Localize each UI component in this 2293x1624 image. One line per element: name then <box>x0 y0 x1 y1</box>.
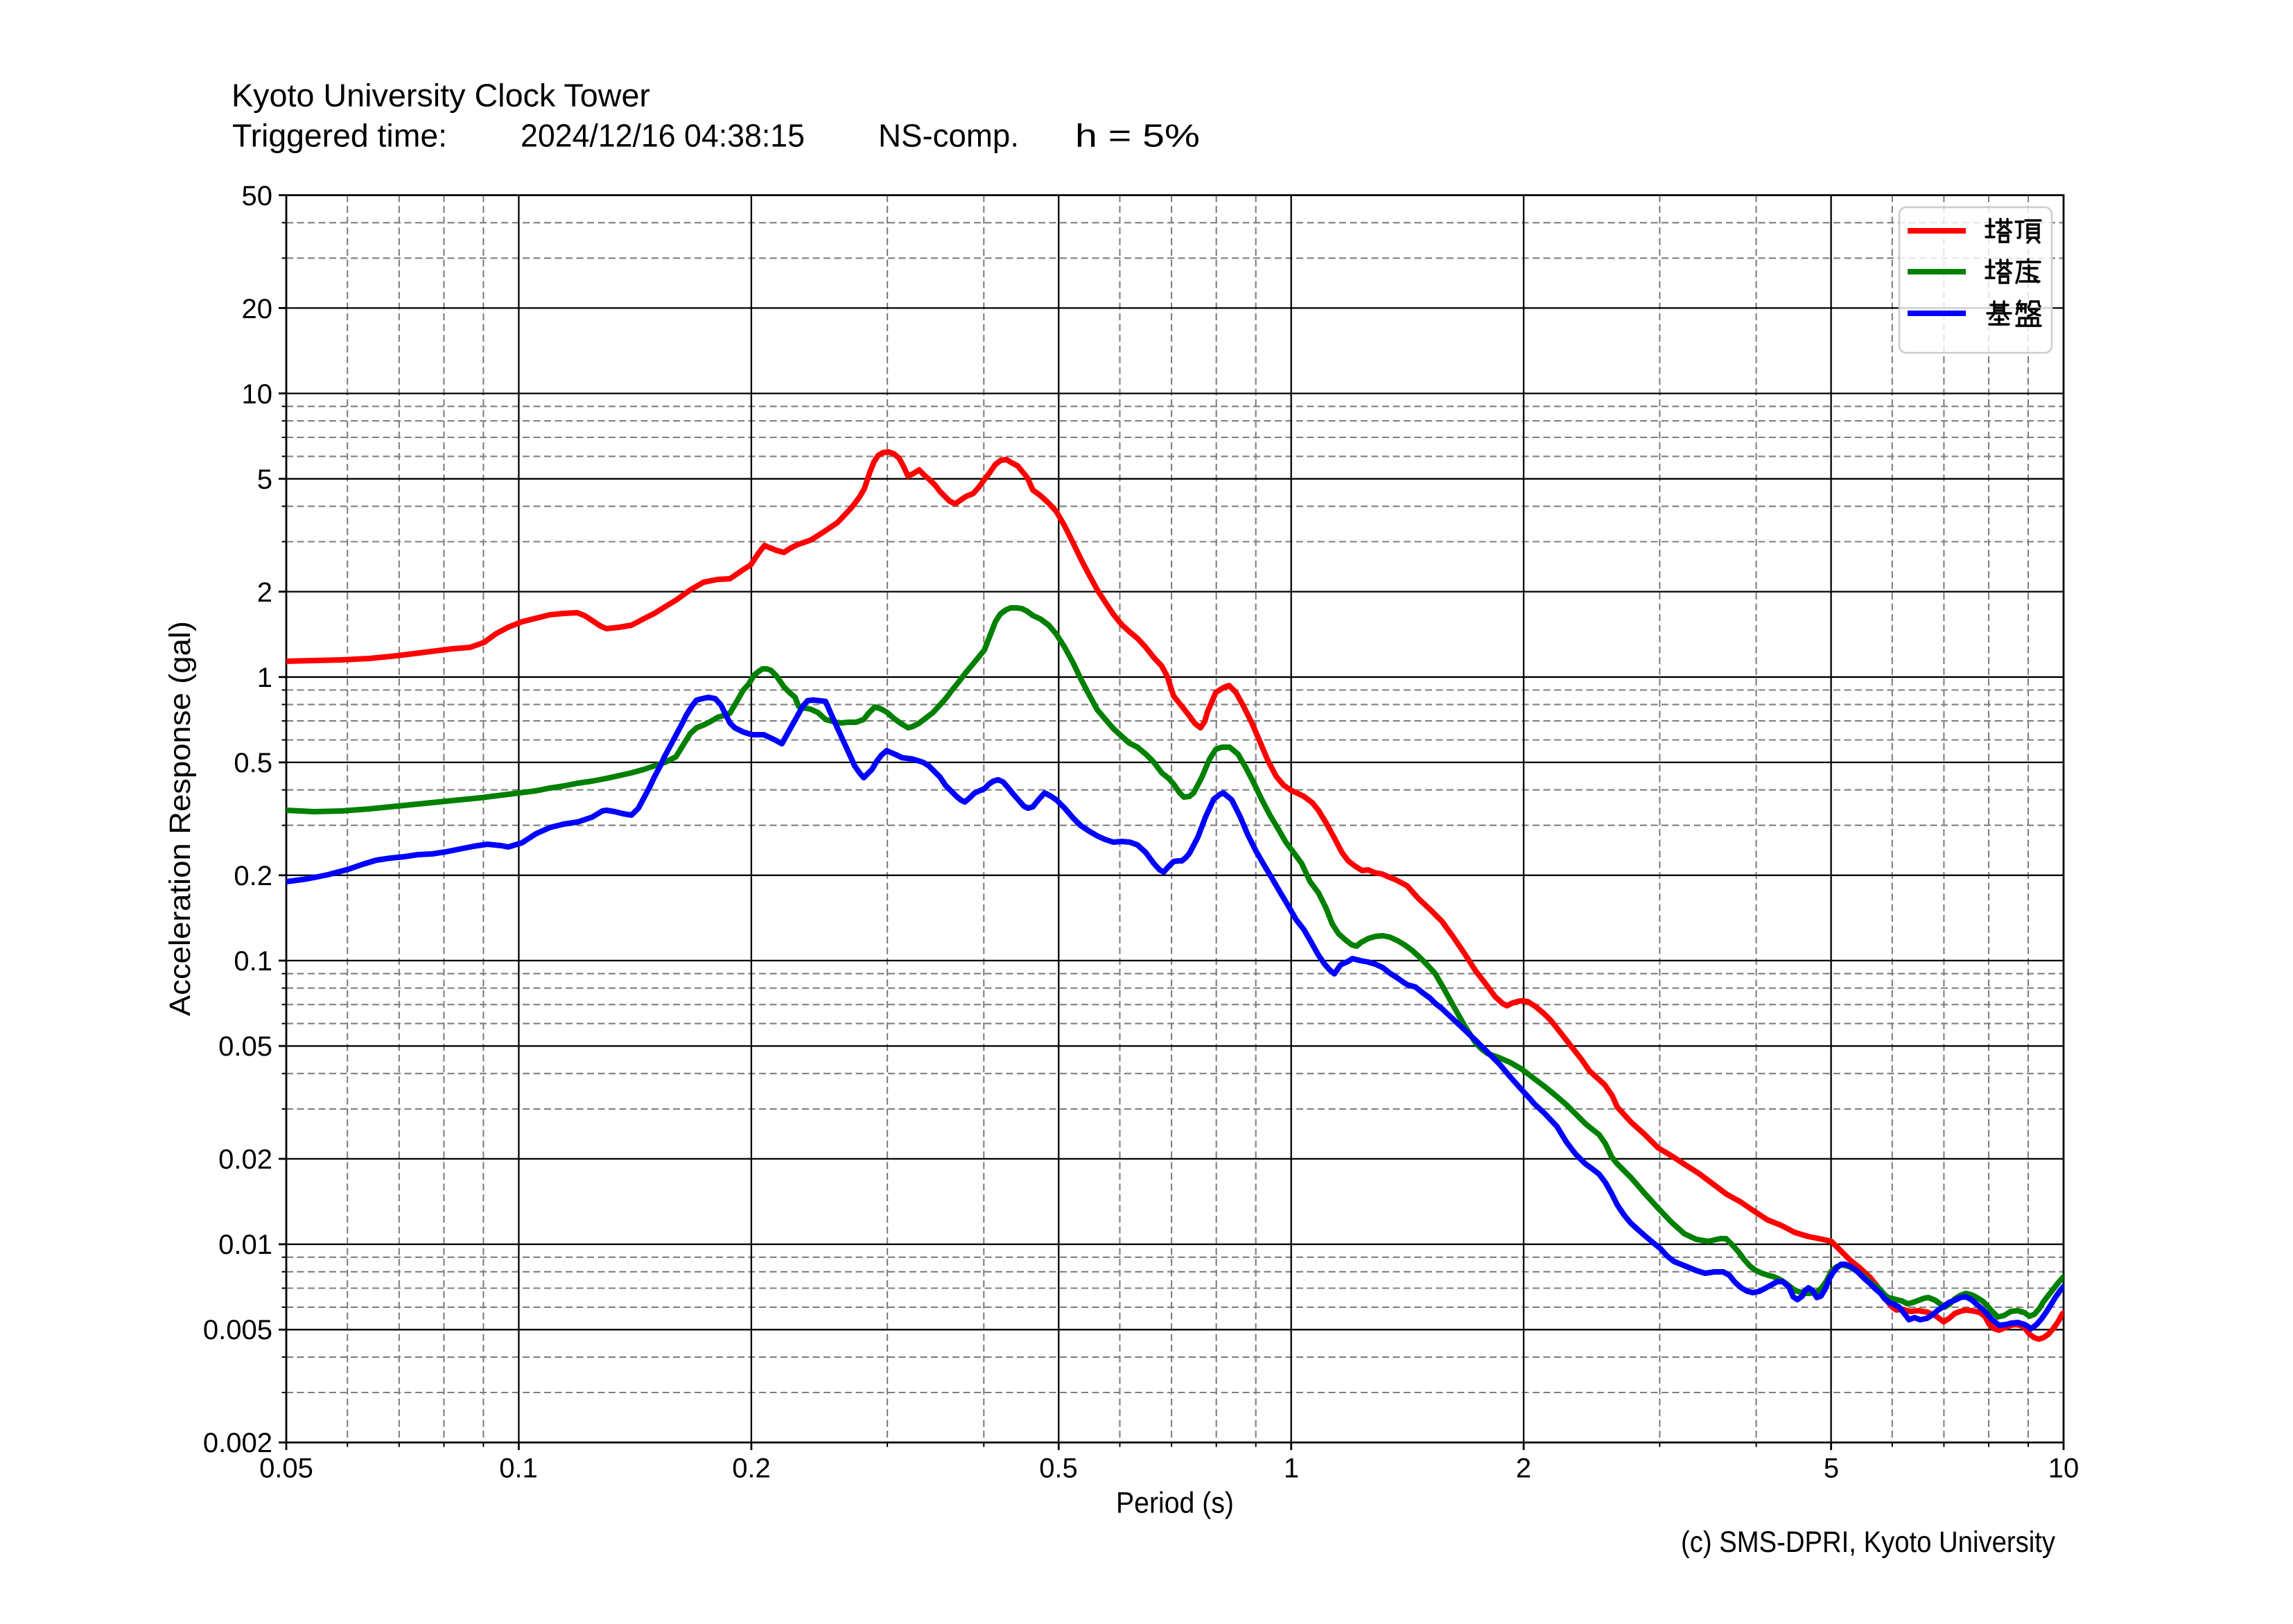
svg-text:0.01: 0.01 <box>218 1230 272 1260</box>
svg-text:0.005: 0.005 <box>203 1315 272 1345</box>
svg-text:0.2: 0.2 <box>234 861 272 891</box>
svg-text:h = 5%: h = 5% <box>1075 118 1200 154</box>
svg-text:0.5: 0.5 <box>1039 1453 1078 1484</box>
svg-text:Triggered time:: Triggered time: <box>232 118 447 154</box>
svg-text:0.2: 0.2 <box>732 1453 771 1484</box>
svg-text:10: 10 <box>242 379 273 410</box>
svg-text:0.05: 0.05 <box>218 1031 272 1062</box>
svg-text:1: 1 <box>1284 1453 1299 1484</box>
svg-text:0.05: 0.05 <box>259 1453 313 1484</box>
svg-text:0.1: 0.1 <box>234 946 272 977</box>
svg-text:Kyoto University Clock Tower: Kyoto University Clock Tower <box>232 78 650 114</box>
svg-text:2: 2 <box>1516 1453 1531 1484</box>
svg-text:2024/12/16 04:38:15: 2024/12/16 04:38:15 <box>521 118 805 154</box>
svg-text:(c) SMS-DPRI, Kyoto University: (c) SMS-DPRI, Kyoto University <box>1681 1526 2055 1559</box>
svg-text:5: 5 <box>1824 1453 1839 1484</box>
svg-text:Acceleration Response (gal): Acceleration Response (gal) <box>164 621 197 1016</box>
svg-text:Period (s): Period (s) <box>1116 1487 1234 1520</box>
svg-text:0.5: 0.5 <box>234 748 272 778</box>
svg-text:1: 1 <box>257 663 272 693</box>
svg-text:2: 2 <box>257 577 272 608</box>
svg-text:0.002: 0.002 <box>203 1428 272 1458</box>
svg-text:20: 20 <box>242 294 273 324</box>
svg-text:0.1: 0.1 <box>499 1453 538 1484</box>
svg-text:5: 5 <box>257 464 272 495</box>
svg-text:50: 50 <box>242 181 273 211</box>
svg-text:0.02: 0.02 <box>218 1144 272 1175</box>
svg-text:NS-comp.: NS-comp. <box>878 118 1019 154</box>
svg-text:10: 10 <box>2048 1453 2080 1484</box>
